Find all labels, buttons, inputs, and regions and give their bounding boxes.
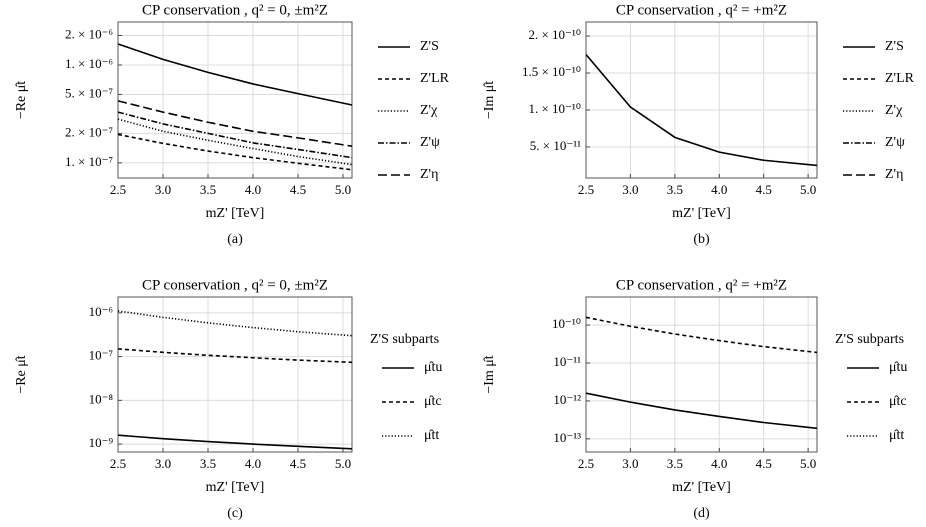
legend-label: μ̂tt <box>424 428 439 443</box>
y-tick-label: 10⁻⁷ <box>89 348 113 363</box>
y-tick-label: 10⁻¹¹ <box>553 354 581 369</box>
x-axis-label: mZ' [TeV] <box>672 206 731 221</box>
x-axis-label: mZ' [TeV] <box>206 480 265 495</box>
x-tick-label: 4.0 <box>711 456 727 471</box>
legend-label: μ̂tc <box>889 394 907 409</box>
plot-frame <box>585 296 818 453</box>
legend-label: μ̂tt <box>889 428 904 443</box>
y-tick-label: 10⁻⁸ <box>89 391 114 406</box>
caption: (a) <box>227 232 243 247</box>
chart-title: CP conservation , q² = 0, ±m²Z <box>142 2 328 18</box>
x-tick-label: 4.5 <box>756 456 772 471</box>
y-axis-label: −Im μ̂t <box>482 81 497 119</box>
series-line <box>117 133 353 171</box>
x-tick-label: 4.5 <box>290 182 306 197</box>
chart-title: CP conservation , q² = +m²Z <box>616 277 787 293</box>
plot-frame <box>585 21 818 179</box>
y-tick-label: 10⁻¹⁰ <box>552 316 581 331</box>
legend-title: Z'S subparts <box>370 332 439 347</box>
panel: 2.5 3.0 3.5 4.0 4.5 5.0 5. × 10⁻¹¹ 1. × 10⁻¹⁰ 1.… <box>482 2 914 247</box>
x-tick-label: 3.0 <box>622 182 638 197</box>
legend-label: Z'S <box>420 39 439 54</box>
y-tick-label: 2. × 10⁻⁷ <box>65 124 113 139</box>
x-tick-label: 4.0 <box>245 456 261 471</box>
x-tick-label: 3.5 <box>200 182 216 197</box>
legend-label: Z'LR <box>885 71 915 86</box>
y-axis-label: −Re μ̂t <box>14 81 29 119</box>
legend-label: Z'χ <box>885 103 903 118</box>
legend-label: μ̂tu <box>424 360 442 375</box>
series-line <box>117 348 353 364</box>
y-tick-label: 2. × 10⁻⁶ <box>65 27 113 42</box>
x-tick-label: 4.5 <box>290 456 306 471</box>
x-tick-label: 3.5 <box>667 182 683 197</box>
legend-title: Z'S subparts <box>835 332 904 347</box>
panel: 2.5 3.0 3.5 4.0 4.5 5.0 1. × 10⁻⁷ 2. × 10⁻⁷ 5. ×… <box>14 2 449 247</box>
y-tick-label: 1. × 10⁻¹⁰ <box>528 101 581 116</box>
legend-label: Z'LR <box>420 71 450 86</box>
x-tick-label: 2.5 <box>578 456 594 471</box>
panel: 2.5 3.0 3.5 4.0 4.5 5.0 10⁻¹³ 10⁻¹² 10⁻¹¹ 10⁻¹⁰ Z'… <box>482 277 907 521</box>
series-line <box>585 316 818 354</box>
y-axis-label: −Im μ̂t <box>482 355 497 393</box>
panel: 2.5 3.0 3.5 4.0 4.5 5.0 10⁻⁹ 10⁻⁸ 10⁻⁷ 10⁻⁶ Z'S su… <box>14 277 442 521</box>
x-tick-label: 5.0 <box>800 182 816 197</box>
y-tick-label: 5. × 10⁻⁷ <box>65 85 113 100</box>
legend-label: Z'ψ <box>885 135 905 150</box>
x-tick-label: 3.0 <box>155 456 171 471</box>
x-axis-label: mZ' [TeV] <box>206 206 265 221</box>
x-tick-label: 4.0 <box>245 182 261 197</box>
x-tick-label: 2.5 <box>578 182 594 197</box>
legend-label: Z'η <box>885 167 903 182</box>
y-tick-label: 1.5 × 10⁻¹⁰ <box>522 64 581 79</box>
legend-label: μ̂tc <box>424 394 442 409</box>
y-tick-label: 5. × 10⁻¹¹ <box>530 138 581 153</box>
x-tick-label: 2.5 <box>110 456 126 471</box>
chart-title: CP conservation , q² = 0, ±m²Z <box>142 277 328 293</box>
x-tick-label: 3.0 <box>622 456 638 471</box>
caption: (c) <box>227 506 243 521</box>
y-tick-label: 10⁻¹² <box>553 392 581 407</box>
legend-label: Z'ψ <box>420 135 440 150</box>
x-tick-label: 5.0 <box>335 182 351 197</box>
series-line <box>117 111 353 159</box>
y-tick-label: 2. × 10⁻¹⁰ <box>528 27 581 42</box>
y-tick-label: 1. × 10⁻⁷ <box>65 154 113 169</box>
series-line <box>117 434 353 450</box>
x-tick-label: 5.0 <box>800 456 816 471</box>
y-axis-label: −Re μ̂t <box>14 355 29 393</box>
x-tick-label: 3.5 <box>200 456 216 471</box>
y-tick-label: 1. × 10⁻⁶ <box>65 56 113 71</box>
caption: (b) <box>693 232 710 247</box>
x-tick-label: 3.0 <box>155 182 171 197</box>
chart-title: CP conservation , q² = +m²Z <box>616 2 787 18</box>
y-tick-label: 10⁻⁶ <box>89 304 113 319</box>
series-line <box>585 54 818 167</box>
x-axis-label: mZ' [TeV] <box>672 480 731 495</box>
x-tick-label: 4.0 <box>711 182 727 197</box>
series-line <box>585 392 818 430</box>
series-line <box>117 310 353 337</box>
legend-label: Z'S <box>885 39 904 54</box>
series-line <box>117 43 353 106</box>
legend-label: Z'χ <box>420 103 438 118</box>
x-tick-label: 5.0 <box>335 456 351 471</box>
legend-label: μ̂tu <box>889 360 907 375</box>
caption: (d) <box>693 506 710 521</box>
plot-frame <box>117 296 353 453</box>
x-tick-label: 3.5 <box>667 456 683 471</box>
x-tick-label: 2.5 <box>110 182 126 197</box>
y-tick-label: 10⁻⁹ <box>89 435 114 450</box>
series-line <box>117 118 353 166</box>
x-tick-label: 4.5 <box>756 182 772 197</box>
legend-label: Z'η <box>420 167 438 182</box>
y-tick-label: 10⁻¹³ <box>553 430 581 445</box>
plot-frame <box>117 21 353 179</box>
